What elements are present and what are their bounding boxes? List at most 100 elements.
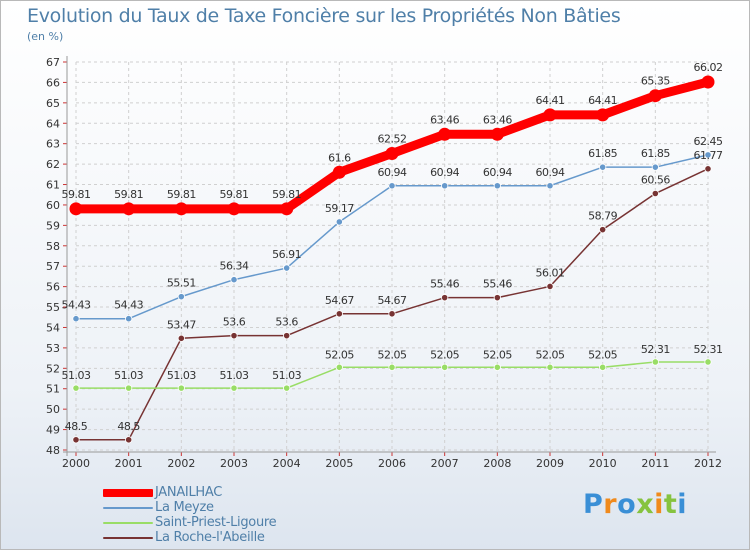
data-label-la-roche-l-abeille: 54.67 xyxy=(325,294,354,307)
data-point-janailhac xyxy=(648,89,662,103)
data-point-saint-priest-ligoure xyxy=(704,358,712,366)
data-label-janailhac: 64.41 xyxy=(588,94,617,107)
data-label-la-roche-l-abeille: 53.6 xyxy=(275,316,298,329)
x-tick-label: 2002 xyxy=(167,457,195,470)
data-point-saint-priest-ligoure xyxy=(388,363,396,371)
data-point-la-meyze xyxy=(388,182,396,190)
data-point-janailhac xyxy=(69,202,83,216)
y-tick-label: 63 xyxy=(46,138,60,151)
legend-swatch-saint-priest-ligoure xyxy=(103,522,153,524)
data-label-la-roche-l-abeille: 53.6 xyxy=(223,316,246,329)
data-label-la-roche-l-abeille: 48.5 xyxy=(65,420,88,433)
data-label-janailhac: 59.81 xyxy=(114,188,143,201)
data-label-janailhac: 64.41 xyxy=(536,94,565,107)
x-tick-label: 2008 xyxy=(483,457,511,470)
data-label-la-roche-l-abeille: 56.01 xyxy=(536,266,565,279)
data-label-la-roche-l-abeille: 61.77 xyxy=(694,149,723,162)
legend-swatch-la-meyze xyxy=(103,507,153,509)
y-tick-label: 61 xyxy=(46,179,60,192)
data-label-saint-priest-ligoure: 51.03 xyxy=(167,369,196,382)
y-tick-label: 56 xyxy=(46,281,60,294)
y-tick-label: 62 xyxy=(46,158,60,171)
data-label-saint-priest-ligoure: 52.31 xyxy=(641,343,670,356)
y-tick-label: 59 xyxy=(46,219,60,232)
logo-letter: i xyxy=(654,489,664,520)
data-point-la-roche-l-abeille xyxy=(441,294,449,302)
data-point-la-roche-l-abeille xyxy=(546,282,554,291)
data-point-janailhac xyxy=(596,108,610,122)
data-label-janailhac: 66.02 xyxy=(694,61,723,74)
data-point-la-meyze xyxy=(704,151,712,159)
y-tick-label: 52 xyxy=(46,362,60,375)
data-label-janailhac: 59.81 xyxy=(220,188,249,201)
data-label-la-meyze: 60.94 xyxy=(483,166,512,179)
y-tick-label: 55 xyxy=(46,301,60,314)
data-point-la-meyze xyxy=(230,276,238,284)
data-label-la-roche-l-abeille: 60.56 xyxy=(641,174,670,187)
data-point-la-roche-l-abeille xyxy=(388,310,396,318)
logo-letter: o xyxy=(617,489,637,520)
data-point-saint-priest-ligoure xyxy=(546,363,554,371)
data-label-saint-priest-ligoure: 51.03 xyxy=(220,369,249,382)
data-point-la-roche-l-abeille xyxy=(704,165,712,173)
y-tick-label: 53 xyxy=(46,342,60,355)
logo-letter: i xyxy=(677,489,688,520)
data-point-la-meyze xyxy=(493,182,501,190)
data-point-la-roche-l-abeille xyxy=(651,189,659,198)
data-label-janailhac: 59.81 xyxy=(62,188,91,201)
data-point-la-roche-l-abeille xyxy=(177,334,185,342)
logo-letter: P xyxy=(583,489,604,520)
data-point-la-roche-l-abeille xyxy=(599,226,607,234)
data-label-la-roche-l-abeille: 54.67 xyxy=(378,294,407,307)
data-label-janailhac: 63.46 xyxy=(430,113,459,126)
y-tick-label: 64 xyxy=(46,117,60,130)
data-label-la-meyze: 60.94 xyxy=(536,166,565,179)
data-point-saint-priest-ligoure xyxy=(441,363,449,371)
y-tick-label: 49 xyxy=(46,424,60,437)
x-tick-label: 2005 xyxy=(325,457,353,470)
y-tick-label: 67 xyxy=(46,56,60,69)
data-point-janailhac xyxy=(438,127,452,141)
data-label-janailhac: 65.35 xyxy=(641,75,670,88)
x-tick-label: 2003 xyxy=(220,457,248,470)
y-tick-label: 57 xyxy=(46,260,60,273)
logo-letter: r xyxy=(603,489,618,520)
data-point-la-meyze xyxy=(283,264,291,272)
x-tick-label: 2000 xyxy=(62,457,90,470)
data-point-la-roche-l-abeille xyxy=(230,332,238,340)
data-label-saint-priest-ligoure: 52.31 xyxy=(694,343,723,356)
legend-swatch-janailhac xyxy=(103,489,153,497)
proxiti-logo: Proxiti xyxy=(583,489,687,520)
data-label-la-meyze: 56.91 xyxy=(272,248,301,261)
data-point-la-meyze xyxy=(546,182,554,190)
data-label-la-roche-l-abeille: 55.46 xyxy=(430,278,459,291)
data-label-la-meyze: 54.43 xyxy=(114,299,143,312)
chart-title: Evolution du Taux de Taxe Foncière sur l… xyxy=(27,5,621,27)
legend-label: La Roche-l'Abeille xyxy=(155,530,265,545)
data-point-janailhac xyxy=(385,146,399,160)
data-point-la-meyze xyxy=(72,315,80,323)
data-label-saint-priest-ligoure: 52.05 xyxy=(536,348,565,361)
data-point-janailhac xyxy=(543,108,557,122)
data-point-la-meyze xyxy=(335,218,343,226)
data-point-saint-priest-ligoure xyxy=(651,358,659,366)
data-label-janailhac: 59.81 xyxy=(167,188,196,201)
y-tick-label: 48 xyxy=(46,444,60,457)
data-point-janailhac xyxy=(332,165,346,179)
data-label-janailhac: 61.6 xyxy=(328,151,351,164)
data-point-janailhac xyxy=(227,202,241,216)
legend-swatch-la-roche-labeille xyxy=(103,537,153,539)
logo-letter: t xyxy=(663,489,678,520)
data-point-saint-priest-ligoure xyxy=(283,384,291,392)
data-label-la-meyze: 55.51 xyxy=(167,277,196,290)
y-tick-label: 65 xyxy=(46,97,60,110)
data-label-saint-priest-ligoure: 52.05 xyxy=(588,348,617,361)
data-point-saint-priest-ligoure xyxy=(599,363,607,371)
data-label-la-meyze: 61.85 xyxy=(641,147,670,160)
data-point-la-roche-l-abeille xyxy=(72,436,80,444)
data-label-saint-priest-ligoure: 52.05 xyxy=(483,348,512,361)
data-label-janailhac: 59.81 xyxy=(272,188,301,201)
data-label-la-roche-l-abeille: 55.46 xyxy=(483,278,512,291)
